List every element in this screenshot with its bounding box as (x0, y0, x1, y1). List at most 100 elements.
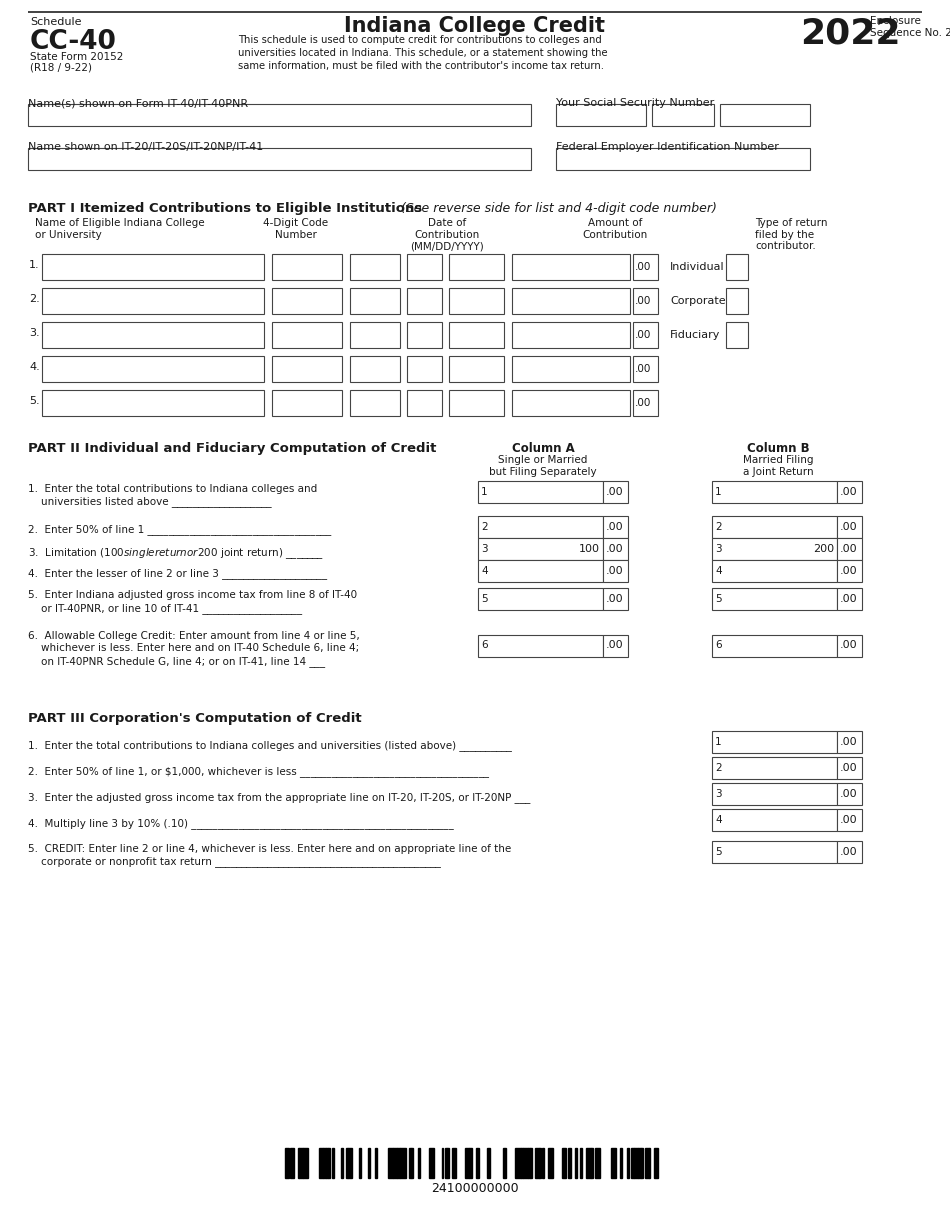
Bar (535, 1148, 539, 1178)
Bar (272, 390, 342, 416)
Bar (652, 105, 714, 125)
Bar (595, 1148, 600, 1178)
Bar (478, 481, 603, 503)
Bar (291, 1148, 294, 1178)
Text: Column A: Column A (512, 442, 575, 455)
Bar (468, 1148, 472, 1178)
Bar (712, 731, 837, 753)
Text: universities listed above ___________________: universities listed above ______________… (28, 497, 272, 508)
Bar (603, 588, 628, 610)
Text: .00: .00 (606, 487, 623, 497)
Bar (42, 390, 264, 416)
Bar (350, 355, 400, 383)
Bar (411, 1148, 413, 1178)
Bar (449, 355, 504, 383)
Text: 2.  Enter 50% of line 1, or $1,000, whichever is less __________________________: 2. Enter 50% of line 1, or $1,000, which… (28, 766, 489, 777)
Text: .00: .00 (840, 641, 858, 651)
Bar (603, 560, 628, 582)
Text: .00: .00 (840, 594, 858, 604)
Bar (407, 355, 442, 383)
Bar (328, 1148, 330, 1178)
Text: .00: .00 (840, 487, 858, 497)
Text: 200: 200 (813, 544, 834, 554)
Bar (442, 1148, 444, 1178)
Bar (350, 255, 400, 280)
Bar (449, 255, 504, 280)
Text: 4: 4 (481, 566, 487, 576)
Text: 1.: 1. (29, 260, 40, 271)
Bar (272, 255, 342, 280)
Bar (447, 1148, 448, 1178)
Bar (837, 588, 862, 610)
Bar (542, 1148, 544, 1178)
Bar (512, 288, 630, 314)
Text: .00: .00 (840, 544, 858, 554)
Bar (712, 841, 837, 863)
Text: CC-40: CC-40 (30, 30, 117, 55)
Text: 4.  Enter the lesser of line 2 or line 3 ____________________: 4. Enter the lesser of line 2 or line 3 … (28, 568, 327, 579)
Bar (319, 1148, 323, 1178)
Text: .00: .00 (606, 641, 623, 651)
Bar (478, 538, 603, 560)
Text: Individual: Individual (670, 262, 725, 272)
Text: 4.: 4. (29, 362, 40, 371)
Bar (603, 481, 628, 503)
Text: 2.  Enter 50% of line 1 ___________________________________: 2. Enter 50% of line 1 _________________… (28, 524, 332, 535)
Text: .00: .00 (840, 737, 858, 747)
Bar (42, 255, 264, 280)
Bar (449, 322, 504, 348)
Text: Date of
Contribution
(MM/DD/YYYY): Date of Contribution (MM/DD/YYYY) (410, 218, 484, 251)
Text: .00: .00 (635, 262, 652, 272)
Bar (350, 390, 400, 416)
Bar (42, 355, 264, 383)
Bar (726, 322, 748, 348)
Text: .00: .00 (635, 399, 652, 408)
Bar (478, 560, 603, 582)
Bar (452, 1148, 456, 1178)
Bar (42, 322, 264, 348)
Text: 4: 4 (715, 566, 722, 576)
Bar (539, 1148, 541, 1178)
Text: Schedule: Schedule (30, 17, 82, 27)
Text: 2022: 2022 (800, 17, 901, 50)
Bar (627, 1148, 629, 1178)
Text: (R18 / 9-22): (R18 / 9-22) (30, 63, 92, 73)
Bar (348, 1148, 352, 1178)
Bar (449, 390, 504, 416)
Bar (837, 809, 862, 831)
Bar (341, 1148, 343, 1178)
Text: Column B: Column B (747, 442, 809, 455)
Bar (585, 1148, 591, 1178)
Text: same information, must be filed with the contributor's income tax return.: same information, must be filed with the… (238, 62, 604, 71)
Bar (837, 481, 862, 503)
Bar (603, 538, 628, 560)
Text: .00: .00 (840, 788, 858, 800)
Text: corporate or nonprofit tax return ___________________________________________: corporate or nonprofit tax return ______… (28, 856, 441, 867)
Bar (580, 1148, 582, 1178)
Bar (712, 635, 837, 657)
Bar (327, 1148, 328, 1178)
Bar (465, 1148, 468, 1178)
Text: Name of Eligible Indiana College
or University: Name of Eligible Indiana College or Univ… (35, 218, 204, 240)
Text: 5.  Enter Indiana adjusted gross income tax from line 8 of IT-40: 5. Enter Indiana adjusted gross income t… (28, 590, 357, 600)
Text: 2: 2 (715, 763, 722, 772)
Text: 2: 2 (481, 522, 487, 531)
Bar (486, 1148, 490, 1178)
Bar (720, 105, 810, 125)
Text: 4-Digit Code
Number: 4-Digit Code Number (263, 218, 329, 240)
Bar (299, 1148, 303, 1178)
Bar (837, 784, 862, 804)
Text: State Form 20152: State Form 20152 (30, 52, 124, 62)
Bar (303, 1148, 309, 1178)
Text: .00: .00 (606, 594, 623, 604)
Bar (603, 515, 628, 538)
Bar (712, 756, 837, 779)
Text: 2.: 2. (29, 294, 40, 304)
Bar (407, 390, 442, 416)
Text: 4.  Multiply line 3 by 10% (.10) _______________________________________________: 4. Multiply line 3 by 10% (.10) ________… (28, 818, 454, 829)
Text: 5.: 5. (29, 396, 40, 406)
Bar (837, 731, 862, 753)
Bar (400, 1148, 406, 1178)
Bar (645, 1148, 649, 1178)
Bar (449, 288, 504, 314)
